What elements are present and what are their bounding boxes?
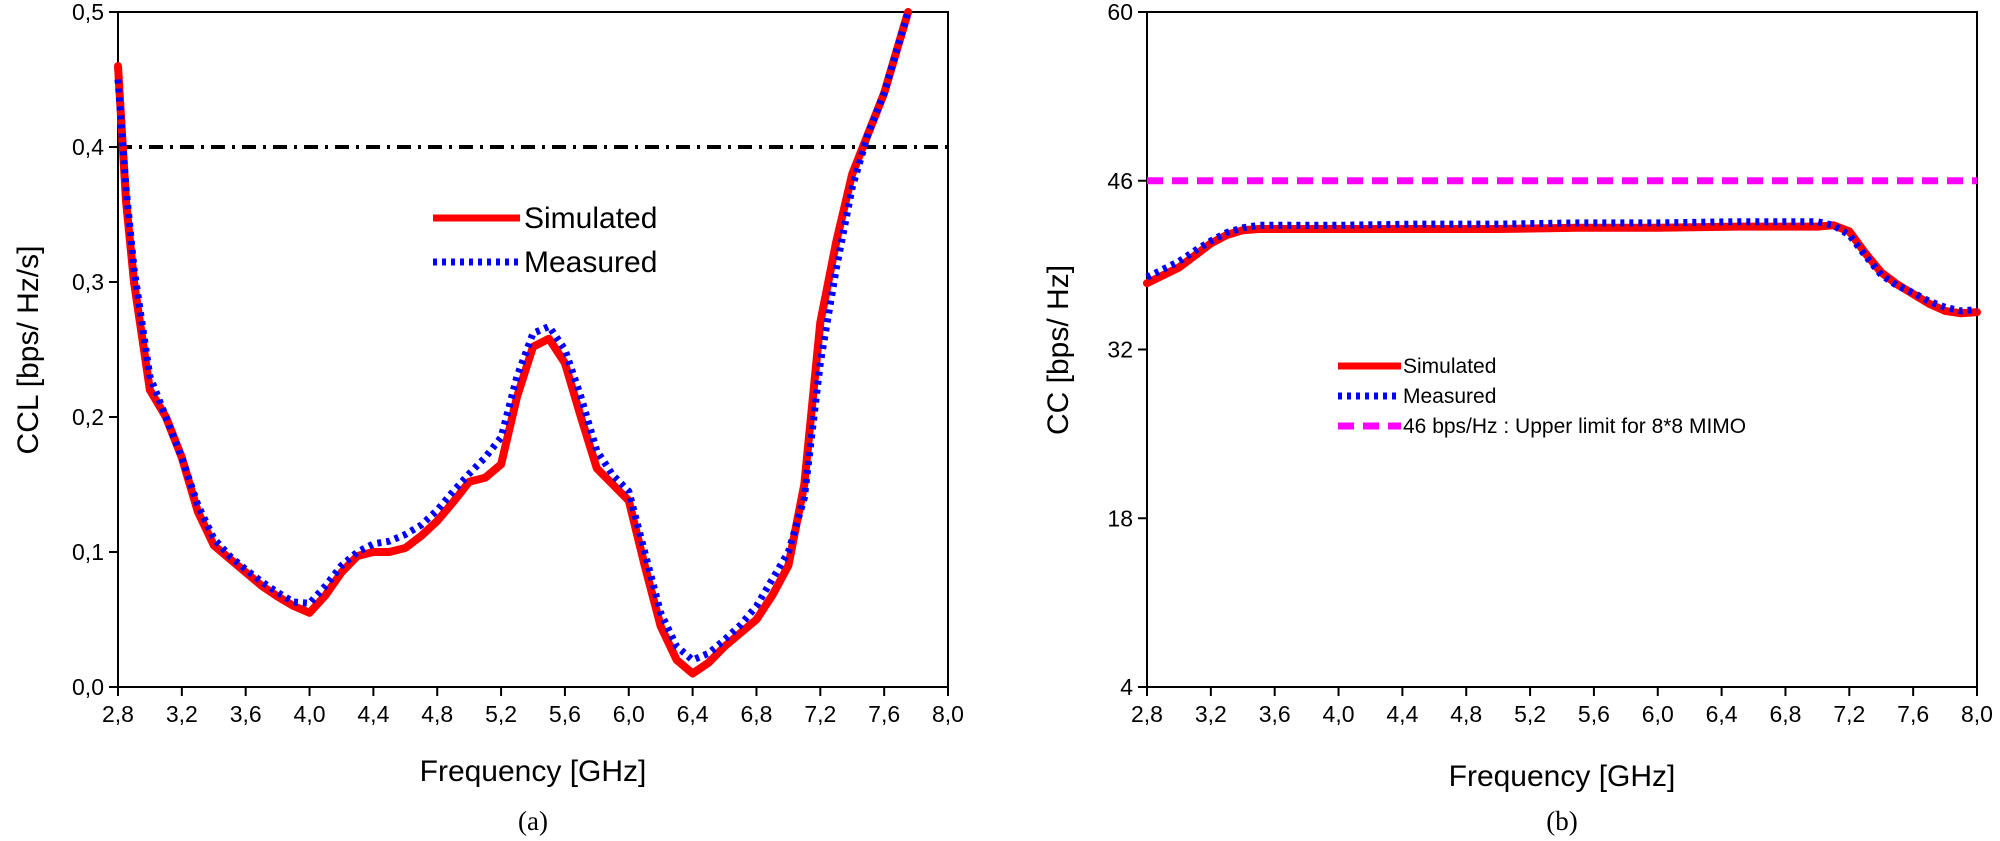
chart-a: 2,8 3,2 3,6 4,0 4,4 4,8 5,2 5,6 6,0 6,4 6,8 7,2 7,6 8…: [12, 0, 964, 836]
chart-b-y-axis-title: CC [bps/ Hz]: [1042, 265, 1075, 435]
chart-b: 2,8 3,2 3,6 4,0 4,4 4,8 5,2 5,6 6,0 6,4 6,8 7,2 7,6 8…: [1042, 0, 1993, 836]
legend-label-measured: Measured: [524, 246, 657, 279]
chart-a-x-axis-title: Frequency [GHz]: [420, 755, 647, 788]
chart-b-x-axis: 2,8 3,2 3,6 4,0 4,4 4,8 5,2 5,6 6,0 6,4 6,8 7,2 7,6 8…: [1131, 687, 1993, 727]
chart-a-y-axis-title: CCL [bps/ Hz/s]: [12, 246, 45, 455]
x-tick-label: 8,0: [1961, 701, 1993, 727]
chart-b-y-axis: 4 18 32 46 60: [1107, 0, 1147, 700]
x-tick-label: 6,0: [1642, 701, 1674, 727]
series-line-simulated: [114, 8, 913, 678]
x-tick-label: 5,6: [549, 701, 581, 727]
y-tick-label: 18: [1107, 505, 1133, 531]
legend-label-simulated: Simulated: [524, 202, 657, 235]
x-tick-label: 6,4: [677, 701, 709, 727]
y-tick-label: 32: [1107, 337, 1133, 363]
chart-a-caption: (a): [518, 806, 548, 836]
series-line-measured: [1145, 218, 1978, 315]
chart-a-y-axis: 0,0 0,1 0,2 0,3 0,4 0,5: [72, 0, 118, 700]
legend-label-measured: Measured: [1403, 385, 1496, 408]
x-tick-label: 6,0: [613, 701, 645, 727]
chart-b-legend: Simulated Measured 46 bps/Hz : Upper lim…: [1338, 355, 1746, 438]
chart-a-x-axis: 2,8 3,2 3,6 4,0 4,4 4,8 5,2 5,6 6,0 6,4 6,8 7,2 7,6 8…: [102, 687, 964, 727]
x-tick-label: 5,2: [1514, 701, 1546, 727]
x-tick-label: 7,6: [1897, 701, 1929, 727]
y-tick-label: 0,4: [72, 134, 104, 160]
x-tick-label: 2,8: [102, 701, 134, 727]
x-tick-label: 6,8: [1769, 701, 1801, 727]
y-tick-label: 0,5: [72, 0, 104, 25]
x-tick-label: 3,2: [1195, 701, 1227, 727]
chart-a-legend: Simulated Measured: [433, 202, 657, 279]
y-tick-label: 4: [1120, 674, 1133, 700]
x-tick-label: 5,2: [485, 701, 517, 727]
y-tick-label: 0,2: [72, 404, 104, 430]
x-tick-label: 3,6: [230, 701, 262, 727]
chart-a-series: [114, 8, 913, 678]
x-tick-label: 4,4: [357, 701, 389, 727]
y-tick-label: 0,1: [72, 539, 104, 565]
y-tick-label: 0,3: [72, 269, 104, 295]
x-tick-label: 6,4: [1706, 701, 1738, 727]
x-tick-label: 7,2: [804, 701, 836, 727]
chart-b-plot-frame: [1146, 11, 1978, 688]
chart-a-plot-frame: [117, 11, 949, 688]
y-tick-label: 0,0: [72, 674, 104, 700]
y-tick-label: 60: [1107, 0, 1133, 25]
x-tick-label: 4,0: [1323, 701, 1355, 727]
x-tick-label: 4,8: [1450, 701, 1482, 727]
x-tick-label: 4,4: [1386, 701, 1418, 727]
chart-b-x-axis-title: Frequency [GHz]: [1449, 760, 1676, 793]
legend-label-upper-limit: 46 bps/Hz : Upper limit for 8*8 MIMO: [1403, 415, 1746, 438]
x-tick-label: 7,6: [868, 701, 900, 727]
y-tick-label: 46: [1107, 168, 1133, 194]
x-tick-label: 2,8: [1131, 701, 1163, 727]
x-tick-label: 5,6: [1578, 701, 1610, 727]
chart-b-series: [1143, 177, 1981, 318]
chart-b-caption: (b): [1546, 806, 1577, 836]
x-tick-label: 6,8: [740, 701, 772, 727]
x-tick-label: 4,0: [294, 701, 326, 727]
legend-label-simulated: Simulated: [1403, 355, 1496, 378]
x-tick-label: 4,8: [421, 701, 453, 727]
x-tick-label: 3,2: [166, 701, 198, 727]
x-tick-label: 3,6: [1259, 701, 1291, 727]
x-tick-label: 7,2: [1833, 701, 1865, 727]
series-line-measured: [114, 11, 912, 664]
x-tick-label: 8,0: [932, 701, 964, 727]
